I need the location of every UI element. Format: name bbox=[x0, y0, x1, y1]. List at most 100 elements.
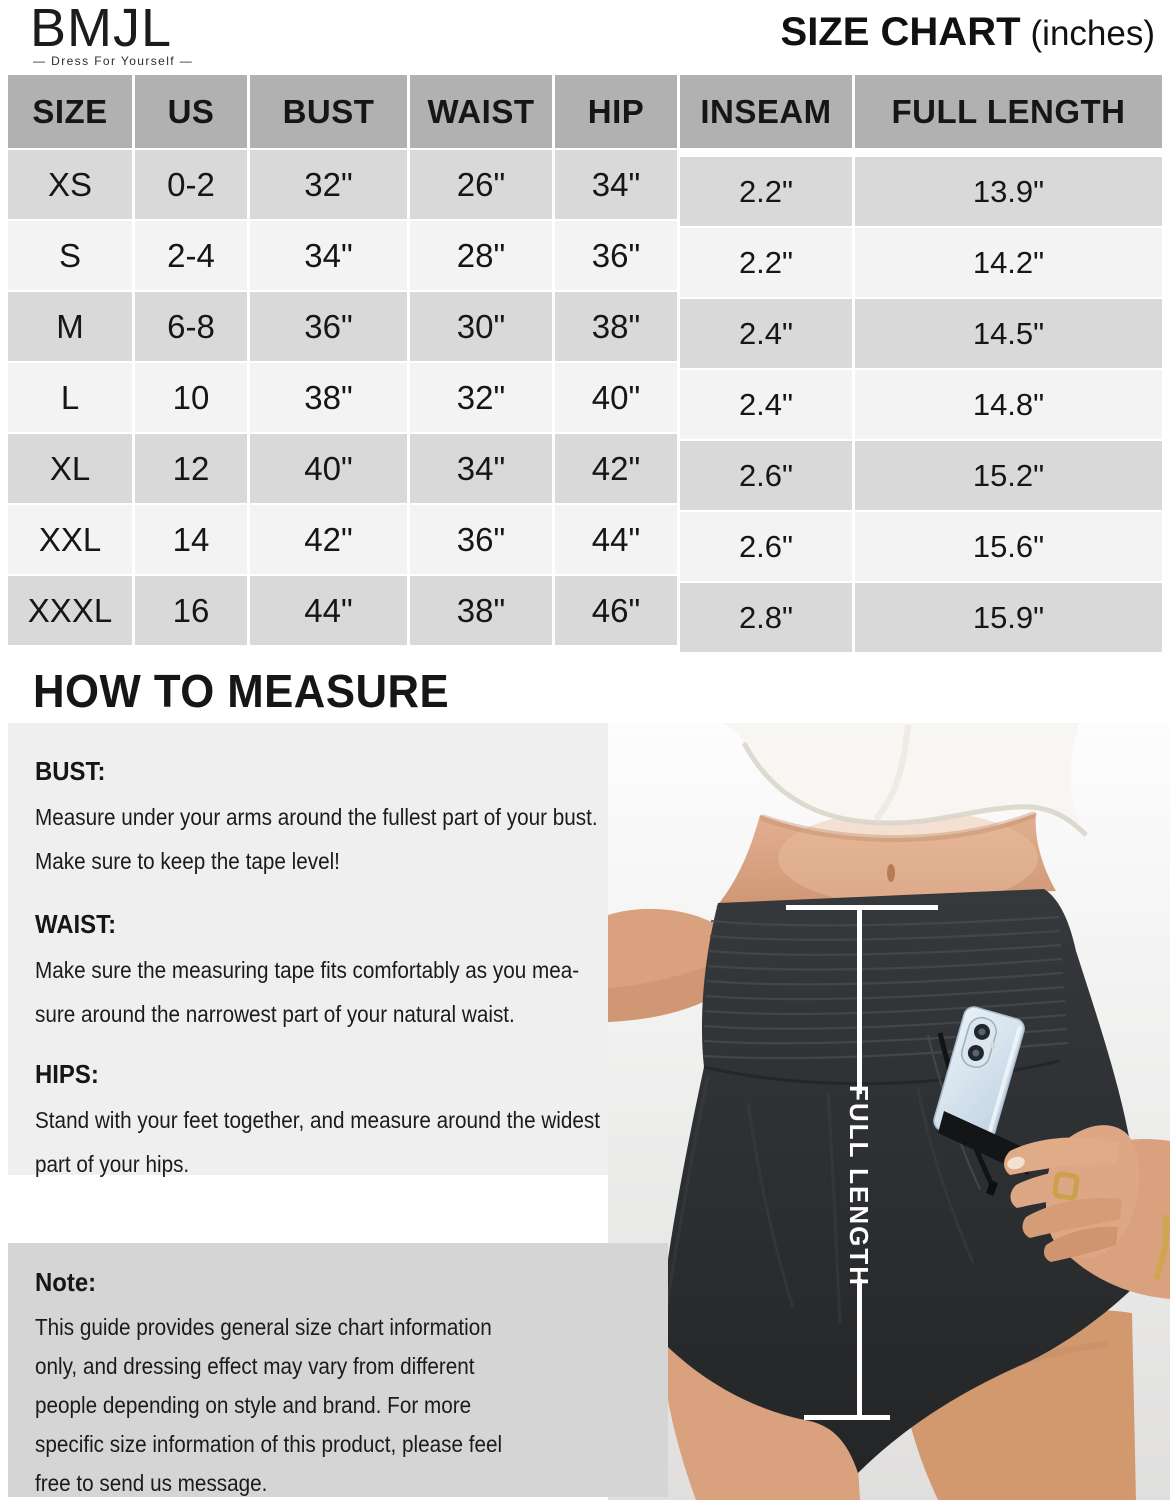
table-cell: 2.4" bbox=[680, 370, 852, 439]
finger bbox=[1010, 1168, 1124, 1208]
table-cell: 32" bbox=[250, 150, 407, 219]
phone-lens-glint bbox=[978, 1028, 986, 1036]
table-cell: S bbox=[8, 221, 132, 290]
measure-bottom-cap bbox=[804, 1415, 890, 1420]
measure-line-lower bbox=[857, 1279, 862, 1417]
measure-text-line: Make sure to keep the tape level! bbox=[35, 848, 340, 874]
page-title: SIZE CHART (inches) bbox=[781, 10, 1155, 55]
shorts-wrinkles bbox=[664, 1074, 975, 1324]
navel bbox=[887, 864, 895, 882]
note-line: specific size information of this produc… bbox=[35, 1431, 503, 1457]
table-cell: 16 bbox=[135, 576, 247, 645]
finger bbox=[1043, 1226, 1118, 1262]
table-cell: 34" bbox=[410, 434, 552, 503]
product-photo-figure: FULL LENGTH bbox=[608, 723, 1170, 1500]
table-cell: 40" bbox=[250, 434, 407, 503]
table-cell: XL bbox=[8, 434, 132, 503]
table-cell: 46" bbox=[555, 576, 677, 645]
table-cell: 2.8" bbox=[680, 583, 852, 652]
measure-top-cap bbox=[786, 905, 938, 910]
measure-section-hips: HIPS: Stand with your feet together, and… bbox=[35, 1059, 795, 1186]
measure-text-line: Stand with your feet together, and measu… bbox=[35, 1107, 601, 1133]
measure-text-line: Measure under your arms around the fulle… bbox=[35, 804, 598, 830]
column-header-inseam: INSEAM bbox=[680, 75, 852, 148]
table-cell: 12 bbox=[135, 434, 247, 503]
table-cell: 36" bbox=[555, 221, 677, 290]
measure-label-bust: BUST: bbox=[35, 756, 106, 786]
table-cell: 0-2 bbox=[135, 150, 247, 219]
table-cell: XS bbox=[8, 150, 132, 219]
table-cell: 38" bbox=[555, 292, 677, 361]
table-cell: 44" bbox=[250, 576, 407, 645]
table-cell: 38" bbox=[250, 363, 407, 432]
crop-top-hem-shadow bbox=[741, 741, 1088, 837]
phone bbox=[933, 1006, 1025, 1144]
torso bbox=[716, 813, 1056, 907]
column-header-bust: BUST bbox=[250, 75, 407, 148]
table-cell: 14 bbox=[135, 505, 247, 574]
measure-text-line: sure around the narrowest part of your n… bbox=[35, 1001, 515, 1027]
table-cell: XXXL bbox=[8, 576, 132, 645]
fingernail bbox=[1007, 1156, 1025, 1170]
table-cell: 26" bbox=[410, 150, 552, 219]
table-cell: 30" bbox=[410, 292, 552, 361]
measure-line-upper bbox=[857, 910, 862, 1094]
table-cell: 36" bbox=[250, 292, 407, 361]
left-arm-shadow bbox=[608, 959, 726, 1022]
table-cell: 2.4" bbox=[680, 299, 852, 368]
gold-bracelet bbox=[1153, 1214, 1170, 1281]
table-cell: L bbox=[8, 363, 132, 432]
table-cell: 42" bbox=[555, 434, 677, 503]
table-cell: 44" bbox=[555, 505, 677, 574]
page-title-main: SIZE CHART bbox=[780, 10, 1021, 54]
note-line: only, and dressing effect may vary from … bbox=[35, 1353, 475, 1379]
table-cell: 38" bbox=[410, 576, 552, 645]
table-cell: 14.8" bbox=[855, 370, 1162, 439]
gold-ring bbox=[1052, 1171, 1080, 1201]
finger bbox=[1022, 1197, 1122, 1238]
table-cell: 42" bbox=[250, 505, 407, 574]
brand-logo-text: BMJL bbox=[30, 0, 173, 58]
page-title-unit: (inches) bbox=[1030, 14, 1155, 53]
measure-section-waist: WAIST: Make sure the measuring tape fits… bbox=[35, 909, 795, 1036]
measure-label-hips: HIPS: bbox=[35, 1059, 99, 1089]
table-cell: 2.2" bbox=[680, 228, 852, 297]
brand-logo: BMJL — Dress For Yourself — bbox=[30, 0, 193, 68]
note-line: free to send us message. bbox=[35, 1470, 268, 1496]
phone-flash bbox=[989, 1042, 996, 1049]
column-header-hip: HIP bbox=[555, 75, 677, 148]
column-header-full-length: FULL LENGTH bbox=[855, 75, 1162, 148]
table-cell: 34" bbox=[250, 221, 407, 290]
note-content: Note: This guide provides general size c… bbox=[8, 1243, 668, 1497]
measure-section-bust: BUST: Measure under your arms around the… bbox=[35, 756, 795, 883]
table-cell: 40" bbox=[555, 363, 677, 432]
table-cell: 6-8 bbox=[135, 292, 247, 361]
torso-highlight bbox=[778, 810, 1038, 906]
table-cell: 14.5" bbox=[855, 299, 1162, 368]
phone-edge-highlight bbox=[986, 1026, 1022, 1140]
note-box: Note: This guide provides general size c… bbox=[8, 1243, 668, 1497]
column-header-us: US bbox=[135, 75, 247, 148]
table-cell: 2.6" bbox=[680, 512, 852, 581]
how-to-measure-heading: HOW TO MEASURE bbox=[33, 665, 450, 717]
table-cell: 15.6" bbox=[855, 512, 1162, 581]
brand-tagline: — Dress For Yourself — bbox=[33, 54, 194, 68]
full-length-label: FULL LENGTH bbox=[844, 1085, 874, 1287]
note-line: people depending on style and brand. For… bbox=[35, 1392, 472, 1418]
table-cell: 15.9" bbox=[855, 583, 1162, 652]
column-header-waist: WAIST bbox=[410, 75, 552, 148]
crop-top-fold bbox=[873, 724, 911, 821]
table-cell: 2.2" bbox=[680, 157, 852, 226]
table-cell: 28" bbox=[410, 221, 552, 290]
zipper-pull bbox=[986, 1180, 998, 1196]
table-cell: 13.9" bbox=[855, 157, 1162, 226]
under-top-shadow bbox=[759, 811, 1037, 843]
table-cell: 2-4 bbox=[135, 221, 247, 290]
table-cell: 36" bbox=[410, 505, 552, 574]
product-photo: FULL LENGTH bbox=[608, 723, 1170, 1500]
note-line: This guide provides general size chart i… bbox=[35, 1314, 492, 1340]
table-cell: 10 bbox=[135, 363, 247, 432]
measure-text-line: part of your hips. bbox=[35, 1151, 190, 1177]
table-cell: 15.2" bbox=[855, 441, 1162, 510]
